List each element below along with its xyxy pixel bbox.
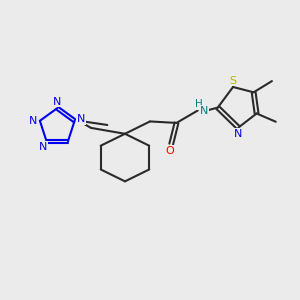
Text: N: N (234, 129, 242, 139)
Text: S: S (230, 76, 237, 85)
Text: N: N (39, 142, 47, 152)
Text: N: N (200, 106, 208, 116)
Text: N: N (29, 116, 38, 126)
Text: H: H (195, 99, 203, 109)
Text: N: N (77, 114, 85, 124)
Text: N: N (53, 97, 61, 107)
Text: O: O (166, 146, 174, 156)
